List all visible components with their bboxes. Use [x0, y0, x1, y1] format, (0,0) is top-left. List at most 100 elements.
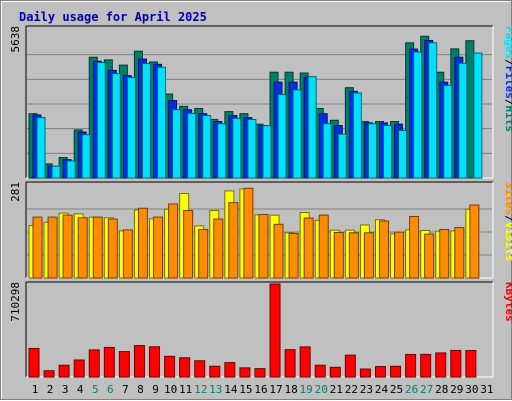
bar-sites-day-2: [47, 216, 58, 279]
x-tick-label-day-22: 22: [345, 383, 358, 396]
bar-pages-day-18: [292, 89, 302, 179]
x-tick-label-day-15: 15: [239, 383, 252, 396]
bar-pages-day-22: [352, 92, 362, 179]
x-tick-label-day-5: 5: [92, 383, 99, 396]
bar-sites-day-10: [168, 203, 179, 279]
max-label-visits: 281: [9, 182, 22, 202]
bar-sites-day-18: [288, 232, 299, 279]
bar-pages-day-16: [262, 125, 272, 179]
x-tick-label-day-19: 19: [300, 383, 313, 396]
bar-pages-day-28: [443, 84, 453, 179]
legend-text-visits: Sites/Visits: [503, 182, 512, 262]
bar-kbytes-day-5: [88, 349, 100, 378]
x-tick-label-day-23: 23: [360, 383, 373, 396]
x-tick-label-day-1: 1: [32, 383, 39, 396]
x-tick-label-day-18: 18: [284, 383, 297, 396]
panel-requests: 5638: [9, 25, 494, 179]
bar-pages-day-21: [337, 133, 347, 179]
legend-entry-slash: /: [503, 99, 512, 106]
x-tick-label-day-7: 7: [122, 383, 129, 396]
bar-kbytes-day-27: [420, 353, 432, 378]
bar-sites-day-25: [394, 231, 405, 279]
bar-sites-day-3: [62, 214, 73, 279]
panel-kbytes: 710298: [9, 281, 494, 378]
bar-kbytes-day-10: [164, 355, 176, 378]
bar-pages-day-19: [307, 76, 317, 179]
bar-kbytes-day-11: [179, 357, 191, 378]
bar-kbytes-day-15: [239, 367, 251, 378]
bar-pages-day-26: [413, 51, 423, 179]
bar-pages-day-10: [172, 109, 182, 179]
bar-kbytes-day-19: [299, 346, 311, 378]
bar-pages-day-1: [36, 117, 46, 179]
bar-sites-day-23: [363, 232, 374, 279]
bar-pages-day-12: [202, 115, 212, 179]
bar-sites-day-7: [122, 229, 133, 279]
bar-kbytes-day-8: [133, 345, 145, 378]
bar-pages-day-2: [51, 165, 61, 179]
bar-kbytes-day-18: [284, 349, 296, 378]
bar-sites-day-16: [258, 213, 269, 279]
bar-kbytes-day-6: [103, 346, 115, 378]
bar-sites-day-26: [409, 215, 420, 279]
x-tick-label-day-13: 13: [209, 383, 222, 396]
x-tick-label-day-17: 17: [269, 383, 282, 396]
panel-visits: 281: [9, 181, 494, 279]
legend-visits: Sites/Visits: [503, 182, 512, 262]
x-tick-label-day-20: 20: [315, 383, 328, 396]
x-tick-label-day-6: 6: [107, 383, 114, 396]
x-tick-label-day-21: 21: [330, 383, 343, 396]
x-tick-label-day-24: 24: [375, 383, 389, 396]
x-tick-label-day-26: 26: [405, 383, 418, 396]
bar-sites-day-30: [469, 204, 480, 279]
legend-entry-hits: Hits: [503, 106, 512, 133]
x-tick-label-day-25: 25: [390, 383, 403, 396]
x-tick-label-day-28: 28: [435, 383, 448, 396]
bar-pages-day-15: [247, 118, 257, 179]
legend-entry-kbytes: KBytes: [503, 282, 512, 322]
max-label-requests: 5638: [9, 26, 22, 53]
x-tick-label-day-12: 12: [194, 383, 207, 396]
series-kbytes: [28, 283, 477, 378]
bar-sites-day-5: [92, 216, 103, 279]
bar-sites-day-28: [439, 229, 450, 279]
bar-sites-day-24: [378, 220, 389, 279]
bar-kbytes-day-1: [28, 347, 40, 378]
bar-kbytes-day-14: [224, 362, 236, 378]
legend-entry-visits: Visits: [503, 222, 512, 262]
x-tick-label-day-29: 29: [450, 383, 463, 396]
legend-entry-pages: Pages: [503, 26, 512, 59]
x-tick-label-day-3: 3: [62, 383, 69, 396]
bar-sites-day-19: [303, 217, 314, 279]
bar-pages-day-13: [217, 123, 227, 179]
bar-kbytes-day-17: [269, 283, 281, 378]
bar-sites-day-9: [153, 216, 164, 279]
bar-pages-day-17: [277, 94, 287, 179]
bar-sites-day-27: [424, 233, 435, 279]
chart-title: Daily usage for April 2025: [19, 10, 207, 24]
legend-entry-files: Files: [503, 66, 512, 99]
legend-text-kbytes: KBytes: [503, 282, 512, 322]
bar-kbytes-day-24: [374, 366, 386, 378]
x-tick-label-day-11: 11: [179, 383, 192, 396]
bar-sites-day-17: [273, 223, 284, 279]
bar-kbytes-day-20: [314, 364, 326, 378]
bar-sites-day-29: [454, 227, 465, 279]
bar-sites-day-12: [198, 229, 209, 279]
bar-pages-day-6: [111, 73, 121, 179]
x-tick-label-day-27: 27: [420, 383, 433, 396]
bar-kbytes-day-9: [149, 346, 161, 378]
bar-pages-day-25: [398, 129, 408, 179]
bar-sites-day-8: [137, 207, 148, 279]
bar-pages-day-20: [322, 123, 332, 179]
bar-kbytes-day-4: [73, 359, 85, 378]
bar-kbytes-day-23: [359, 368, 371, 378]
bar-kbytes-day-25: [390, 365, 402, 378]
bar-pages-day-29: [458, 62, 468, 179]
bar-sites-day-4: [77, 217, 88, 279]
bar-pages-day-8: [141, 63, 151, 179]
bar-pages-day-14: [232, 117, 242, 179]
x-tick-label-day-14: 14: [224, 383, 238, 396]
